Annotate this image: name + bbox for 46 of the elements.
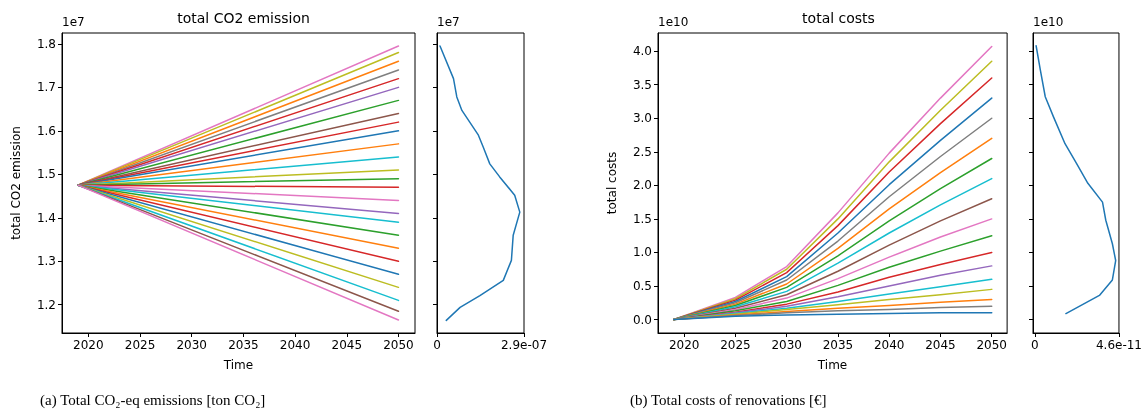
x-tick-label: 2050 <box>976 338 1007 352</box>
x-tick-label: 2050 <box>383 338 414 352</box>
x-tick-label: 2020 <box>73 338 104 352</box>
chart-title: total CO2 emission <box>177 10 310 26</box>
y-tick-label: 1.4 <box>36 210 56 225</box>
y-tick-label: 1.3 <box>36 254 56 269</box>
text: 1e7 <box>437 15 460 29</box>
y-tick-label: 1.0 <box>632 245 652 260</box>
x-tick-label: 2035 <box>228 338 259 352</box>
x-tick-label: 2035 <box>822 338 854 352</box>
x-tick-label: 2040 <box>873 338 905 352</box>
x-tick-label: 2040 <box>279 338 311 352</box>
y-tick-label: 0.0 <box>632 312 652 327</box>
x-tick-label: 2025 <box>124 338 156 352</box>
y-tick-label: 1.2 <box>36 297 56 312</box>
y-tick-label: 3.0 <box>632 111 652 126</box>
x-axis-title: Time <box>222 358 254 372</box>
x-tick-label: 0 <box>1031 338 1039 352</box>
x-tick-label: 2.9e-07 <box>500 338 548 352</box>
text: (a) Total CO₂-eq emissions [ton CO₂] <box>40 391 266 409</box>
y-axis-title: total costs <box>605 151 619 215</box>
x-tick-label: 2025 <box>720 338 751 352</box>
y-tick-label: 2.0 <box>632 178 652 193</box>
y-tick-label: 3.5 <box>632 77 652 92</box>
y-tick-label: 2.5 <box>632 144 652 159</box>
x-tick-label: 0 <box>433 338 441 352</box>
y-tick-label: 1.5 <box>632 211 652 226</box>
chart-title: total costs <box>802 10 875 26</box>
y-axis-title: total CO2 emission <box>9 126 23 240</box>
text: (b) Total costs of renovations [€] <box>630 391 827 409</box>
x-tick-label: 2030 <box>771 338 802 352</box>
y-tick-label: 4.0 <box>632 44 652 59</box>
x-tick-label: 2030 <box>176 338 207 352</box>
x-axis-title: Time <box>816 358 848 372</box>
text: 1e7 <box>62 15 85 29</box>
y-tick-label: 1.5 <box>36 167 56 182</box>
y-tick-label: 1.8 <box>36 36 56 51</box>
y-tick-label: 0.5 <box>632 279 652 294</box>
text: 1e10 <box>658 15 689 29</box>
y-tick-label: 1.7 <box>36 80 56 95</box>
x-tick-label: 2045 <box>925 338 956 352</box>
text: 1e10 <box>1033 15 1064 29</box>
x-tick-label: 2045 <box>331 338 363 352</box>
x-tick-label: 2020 <box>668 338 700 352</box>
x-tick-label: 4.6e-11 <box>1095 338 1143 352</box>
y-tick-label: 1.6 <box>36 123 56 138</box>
